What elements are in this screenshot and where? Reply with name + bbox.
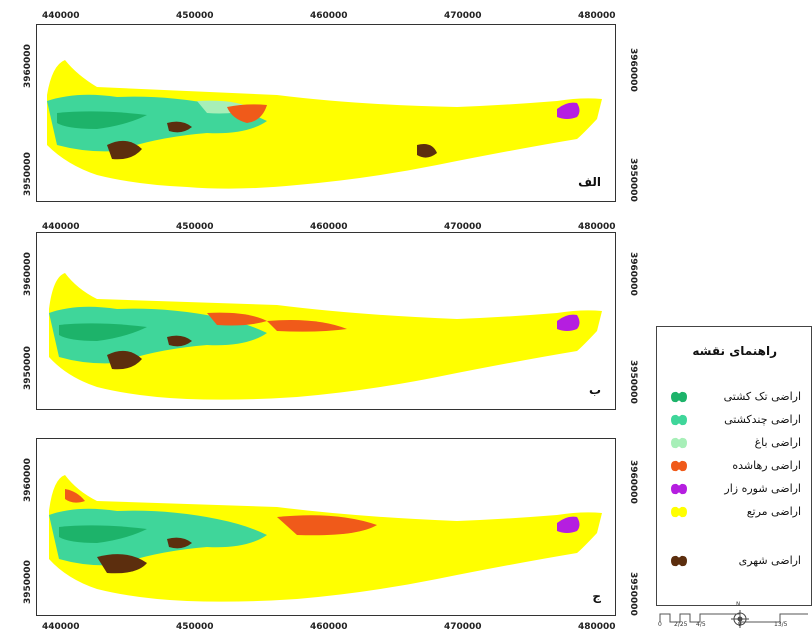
y-tick-right-3950000-p1: 3950000: [628, 158, 638, 202]
x-tick-450000-p2: 450000: [176, 222, 214, 232]
map-panel-be: ب: [36, 232, 616, 410]
y-tick-3960000-p2: 3960000: [23, 252, 33, 296]
legend-swatch-orchard: [671, 437, 687, 449]
legend-item-orchard: اراضی باغ: [661, 435, 801, 453]
scale-label-3: 9: [738, 621, 742, 628]
panel-label-je: ج: [592, 589, 601, 603]
land-use-map-je: [49, 475, 602, 602]
legend-item-abandoned: اراضی رهاشده: [661, 458, 801, 476]
legend-title: راهنمای نقشه: [692, 344, 777, 358]
x-tick-460000-p1: 460000: [310, 11, 348, 21]
y-tick-right-3960000-p1: 3960000: [628, 48, 638, 92]
x-tick-440000-p1: 440000: [42, 11, 80, 21]
legend-item-urban: اراضی شهری: [661, 553, 801, 571]
legend-swatch-urban: [671, 555, 687, 567]
panel-label-alef: الف: [578, 175, 601, 189]
legend-label-rangeland: اراضی مرتع: [746, 505, 801, 518]
x-tick-480000-p2: 480000: [578, 222, 616, 232]
scale-bar: 0 2/25 4/5 9 13/5: [656, 606, 812, 633]
legend-swatch-abandoned: [671, 460, 687, 472]
legend-label-multi-crop: اراضی چندکشتی: [724, 413, 801, 426]
legend-label-urban: اراضی شهری: [738, 554, 801, 567]
y-tick-3950000-p3: 3950000: [23, 560, 33, 604]
legend-item-multi-crop: اراضی چندکشتی: [661, 412, 801, 430]
north-arrow-label: N: [736, 601, 741, 608]
map-panel-je: ج: [36, 438, 616, 616]
y-tick-right-3950000-p2: 3950000: [628, 360, 638, 404]
legend-swatch-single-crop: [671, 391, 687, 403]
x-tick-470000-p2: 470000: [444, 222, 482, 232]
x-tick-480000-p1: 480000: [578, 11, 616, 21]
legend-item-single-crop: اراضی تک کشتی: [661, 389, 801, 407]
x-tick-440000-p2: 440000: [42, 222, 80, 232]
scale-label-1: 2/25: [674, 621, 688, 628]
y-tick-3950000-p1: 3950000: [23, 152, 33, 196]
x-tick-460000-p3: 460000: [310, 622, 348, 632]
legend-swatch-saline: [671, 483, 687, 495]
x-tick-470000-p3: 470000: [444, 622, 482, 632]
y-tick-3950000-p2: 3950000: [23, 346, 33, 390]
legend-label-single-crop: اراضی تک کشتی: [723, 390, 801, 403]
y-tick-3960000-p1: 3960000: [23, 44, 33, 88]
x-tick-470000-p1: 470000: [444, 11, 482, 21]
legend-swatch-multi-crop: [671, 414, 687, 426]
legend-label-orchard: اراضی باغ: [754, 436, 801, 449]
x-tick-460000-p2: 460000: [310, 222, 348, 232]
land-use-map-be: [49, 273, 602, 400]
y-tick-right-3960000-p2: 3960000: [628, 252, 638, 296]
y-tick-3960000-p3: 3960000: [23, 458, 33, 502]
x-tick-440000-p3: 440000: [42, 622, 80, 632]
land-use-map-alef: [47, 60, 602, 189]
scale-label-0: 0: [658, 621, 662, 628]
scale-label-2: 4/5: [696, 621, 706, 628]
legend-label-abandoned: اراضی رهاشده: [732, 459, 801, 472]
scale-label-4: 13/5: [774, 621, 788, 628]
x-tick-450000-p3: 450000: [176, 622, 214, 632]
y-tick-right-3960000-p3: 3960000: [628, 460, 638, 504]
panel-label-be: ب: [588, 383, 601, 397]
map-legend: راهنمای نقشه اراضی تک کشتی اراضی چندکشتی…: [656, 326, 812, 606]
x-tick-480000-p3: 480000: [578, 622, 616, 632]
legend-item-saline: اراضی شوره زار: [661, 481, 801, 499]
y-tick-right-3950000-p3: 3950000: [628, 572, 638, 616]
legend-label-saline: اراضی شوره زار: [724, 482, 801, 495]
legend-swatch-rangeland: [671, 506, 687, 518]
scale-bar-graphic: [659, 613, 808, 623]
legend-item-rangeland: اراضی مرتع: [661, 504, 801, 522]
x-tick-450000-p1: 450000: [176, 11, 214, 21]
map-panel-alef: الف: [36, 24, 616, 202]
